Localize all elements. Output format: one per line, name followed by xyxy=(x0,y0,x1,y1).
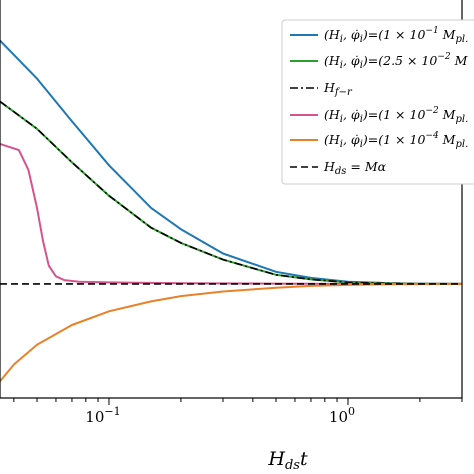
x-axis: 10−1 100 xyxy=(13,398,463,426)
plot-frame xyxy=(0,0,463,399)
series-line-5 xyxy=(0,282,463,382)
legend-entry: Hf−r xyxy=(323,80,353,98)
x-tick-label: 10−1 xyxy=(85,405,120,426)
series-line-3 xyxy=(0,100,463,285)
series-line-4 xyxy=(0,143,462,285)
legend-entry: (Hi, φ̇i)=(1 × 10−4 Mpl. xyxy=(324,131,468,150)
legend-frame xyxy=(281,19,474,185)
legend-entry: (Hi, φ̇i)=(2.5 × 10−2 M xyxy=(324,52,469,71)
x-axis-label: Hdst xyxy=(267,448,308,473)
legend: (Hi, φ̇i)=(1 × 10−1 Mpl. (Hi, φ̇i)=(2.5 ×… xyxy=(281,19,474,185)
legend-entry: (Hi, φ̇i)=(1 × 10−2 Mpl. xyxy=(324,106,468,125)
legend-entry: (Hi, φ̇i)=(1 × 10−1 Mpl. xyxy=(324,26,468,45)
series-layer xyxy=(0,39,463,382)
x-tick-label: 100 xyxy=(329,405,355,426)
legend-entry: Hds = Mα xyxy=(323,159,387,177)
